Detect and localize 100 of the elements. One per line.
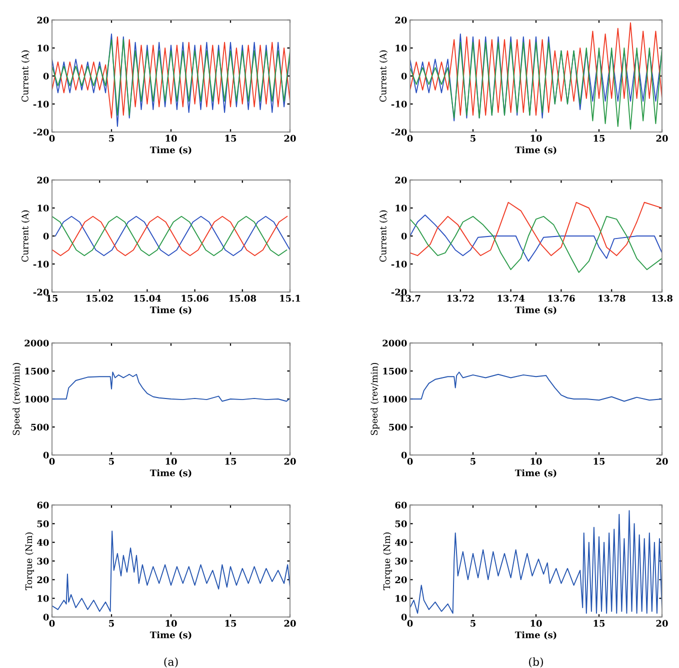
y-tick-label: 2000 [24,340,49,347]
y-axis-title: Speed (rev/min) [370,363,380,435]
x-tick-label: 15 [225,458,236,465]
y-axis-title: Current (A) [379,50,388,102]
x-tick-label: 13.7 [400,294,420,302]
line-series [410,216,662,273]
y-tick-label: 10 [396,595,407,602]
y-tick-label: -20 [33,128,49,136]
x-tick-label: 10 [166,620,177,627]
x-tick-label: 5 [470,458,476,465]
y-axis-title: Torque (Nm) [25,532,34,590]
y-tick-label: -10 [33,260,49,268]
y-tick-label: 0 [43,72,49,80]
y-tick-label: -10 [33,100,49,108]
x-tick-label: 13.72 [447,294,474,302]
x-tick-label: 0 [407,458,413,465]
x-tick-label: 15 [225,620,236,627]
y-tick-label: -20 [391,128,407,136]
x-axis-title: Time (s) [150,631,192,640]
x-tick-label: 10 [166,458,177,465]
x-tick-label: 10 [166,134,177,142]
x-tick-label: 15 [594,134,605,142]
y-tick-label: 20 [395,576,407,584]
line-series [410,510,662,614]
x-axis-title: Time (s) [150,306,192,315]
y-tick-label: -10 [391,100,407,108]
x-axis-title: Time (s) [514,631,556,640]
y-tick-label: -10 [391,260,407,268]
x-tick-label: 5 [109,458,114,465]
x-tick-label: 13.8 [652,294,673,302]
line-series [52,372,290,402]
x-tick-label: 5 [470,135,476,142]
line-series [410,202,662,256]
y-tick-label: 40 [37,539,49,546]
x-tick-label: 10 [530,458,542,465]
x-tick-label: 15 [594,620,605,627]
x-tick-label: 20 [284,458,296,465]
y-tick-label: 10 [38,44,49,52]
y-axis-title: Current (A) [21,50,30,102]
y-tick-label: 50 [395,520,407,528]
y-tick-label: 30 [37,558,49,565]
x-tick-label: 20 [284,620,296,627]
x-tick-label: 15 [225,134,236,142]
y-tick-label: 0 [401,452,407,459]
y-tick-label: 500 [31,424,49,431]
y-tick-label: 0 [401,614,407,621]
x-axis-title: Time (s) [150,146,192,155]
x-tick-label: 15.08 [229,294,256,302]
y-tick-label: -20 [391,288,407,296]
y-tick-label: 60 [37,502,49,509]
x-tick-label: 5 [109,620,114,627]
y-tick-label: 1000 [25,396,49,403]
x-tick-label: 0 [49,134,55,142]
x-axis-title: Time (s) [514,469,556,478]
x-tick-label: 10 [530,620,542,627]
x-tick-label: 5 [470,620,476,627]
y-tick-label: -20 [33,288,49,296]
x-tick-label: 20 [284,134,296,142]
x-axis-title: Time (s) [150,469,192,478]
x-tick-label: 15.06 [182,294,208,302]
text: (a) [164,657,178,668]
y-axis-title: Speed (rev/min) [12,363,22,435]
y-tick-label: 10 [38,595,49,602]
x-tick-label: 0 [49,620,55,627]
y-tick-label: 50 [37,520,49,528]
y-tick-label: 60 [395,502,407,509]
x-tick-label: 13.78 [598,294,626,302]
x-tick-label: 15.04 [134,294,161,302]
x-tick-label: 15 [594,458,605,465]
y-tick-label: 40 [395,539,407,546]
y-tick-label: 500 [389,424,407,431]
y-tick-label: 0 [401,72,407,80]
line-series [410,22,662,116]
y-tick-label: 1500 [383,368,407,375]
y-tick-label: 0 [43,232,49,240]
y-tick-label: 20 [395,16,407,24]
x-tick-label: 20 [656,620,668,627]
x-tick-label: 15 [46,294,58,302]
y-tick-label: 1500 [25,368,49,375]
line-series [410,42,662,130]
y-tick-label: 0 [43,452,49,459]
x-tick-label: 10 [530,134,542,142]
x-axis-title: Time (s) [514,306,556,315]
y-tick-label: 30 [395,558,407,565]
y-tick-label: 10 [396,204,407,212]
x-tick-label: 13.76 [548,294,575,302]
line-series [410,214,662,262]
y-tick-label: 20 [37,16,49,24]
x-tick-label: 15.1 [280,294,300,302]
x-tick-label: 15.02 [86,294,113,302]
x-tick-label: 20 [656,458,668,465]
x-tick-label: 0 [49,458,55,465]
y-tick-label: 0 [43,614,49,621]
x-tick-label: 20 [656,134,668,142]
y-tick-label: 2000 [382,340,407,347]
x-tick-label: 13.74 [498,294,525,302]
y-tick-label: 20 [395,176,407,184]
y-tick-label: 10 [396,44,407,52]
y-axis-title: Current (A) [379,210,388,262]
line-series [410,372,662,402]
